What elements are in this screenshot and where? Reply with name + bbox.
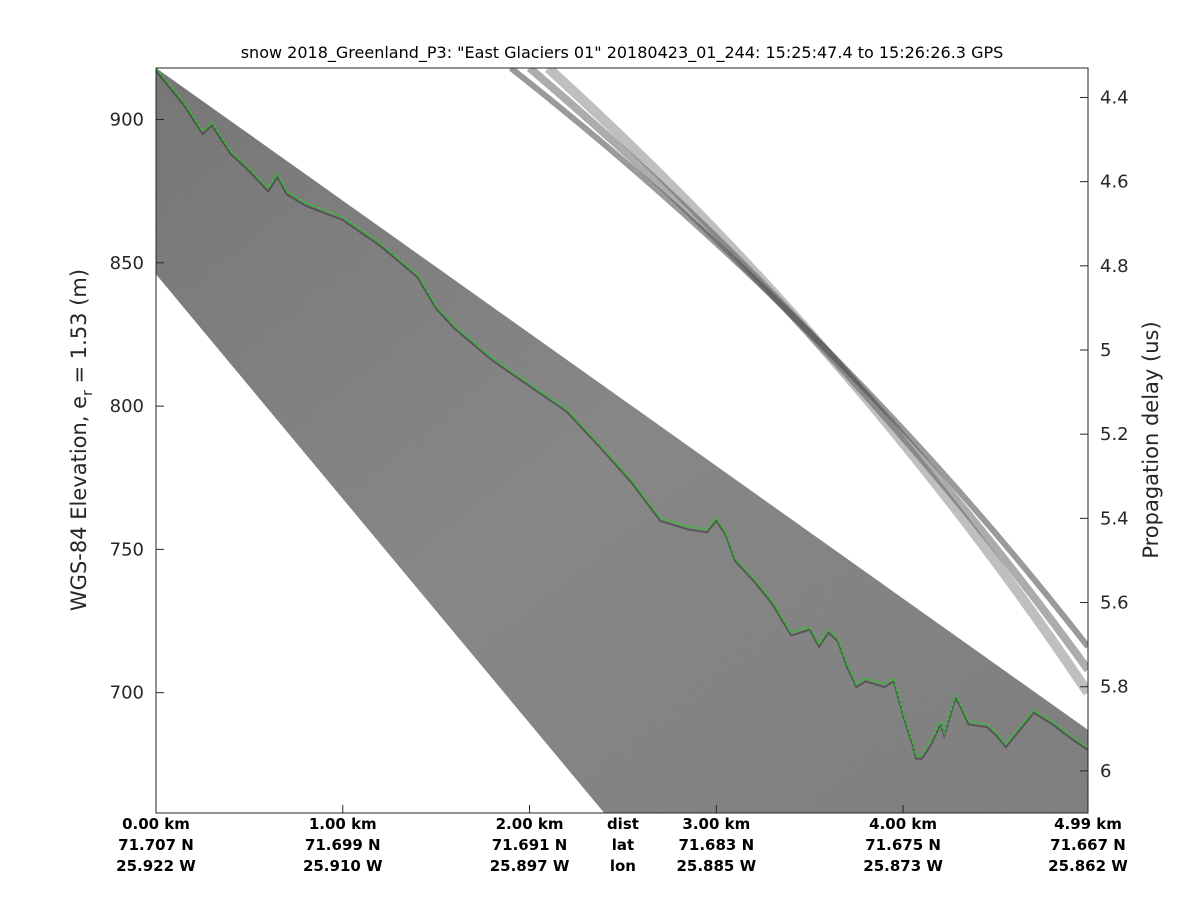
y-right-tick-label: 5.2 (1100, 424, 1129, 445)
y-left-tick-label: 900 (110, 110, 144, 131)
x-dist-label: 4.99 km (1054, 815, 1122, 833)
multiple-reflections (509, 68, 1088, 696)
x-lon-label: 25.910 W (303, 857, 383, 875)
figure-title: snow 2018_Greenland_P3: "East Glaciers 0… (241, 43, 1004, 63)
y-axis-left-label: WGS-84 Elevation, er = 1.53 (m) (67, 269, 96, 611)
y-right-tick-label: 6 (1100, 761, 1111, 782)
y-right-tick-label: 5.8 (1100, 677, 1129, 698)
internal-layer-1 (156, 70, 1088, 760)
x-lat-label: 71.667 N (1050, 836, 1126, 854)
x-dist-label: 0.00 km (122, 815, 190, 833)
y-axis-right-label: Propagation delay (us) (1139, 321, 1163, 558)
plot-frame (155, 67, 1089, 814)
y-right-tick-label: 5.4 (1100, 508, 1129, 529)
y-right-tick-label: 4.4 (1100, 87, 1129, 108)
y-left-tick-label: 700 (110, 683, 144, 704)
multiple-reflection-2 (526, 68, 1088, 673)
y-right-tick-label: 4.8 (1100, 256, 1129, 277)
x-row-label-lat: lat (612, 836, 634, 854)
y-axis-right: 4.4 4.6 4.8 5 5.2 5.4 5.6 5.8 6 (1080, 87, 1129, 782)
plot-area (156, 68, 1088, 813)
internal-layers (156, 70, 1088, 760)
x-lat-label: 71.691 N (492, 836, 568, 854)
y-right-tick-label: 5 (1100, 340, 1111, 361)
x-dist-label: 4.00 km (869, 815, 937, 833)
x-lon-label: 25.885 W (676, 857, 756, 875)
y-right-tick-label: 4.6 (1100, 172, 1129, 193)
x-lat-label: 71.699 N (305, 836, 381, 854)
x-lon-label: 25.922 W (116, 857, 196, 875)
x-row-label-dist: dist (607, 815, 639, 833)
y-left-tick-label: 800 (110, 396, 144, 417)
y-left-tick-label: 850 (110, 253, 144, 274)
x-dist-label: 1.00 km (309, 815, 377, 833)
x-dist-label: 2.00 km (496, 815, 564, 833)
y-axis-left: 700 750 800 850 900 (110, 110, 164, 704)
y-label-subscript: r (80, 390, 96, 396)
x-lon-label: 25.897 W (490, 857, 570, 875)
surface-pick-line (156, 68, 1088, 757)
x-lat-label: 71.683 N (678, 836, 754, 854)
x-dist-label: 3.00 km (682, 815, 750, 833)
y-right-tick-label: 5.6 (1100, 593, 1129, 614)
multiple-reflection-3 (544, 68, 1088, 696)
x-row-label-lon: lon (610, 857, 636, 875)
x-lon-label: 25.873 W (863, 857, 943, 875)
x-lat-label: 71.675 N (865, 836, 941, 854)
y-label-suffix: = 1.53 (m) (67, 269, 91, 390)
x-lon-label: 25.862 W (1048, 857, 1128, 875)
x-lat-label: 71.707 N (118, 836, 194, 854)
multiple-reflection-1 (509, 68, 1088, 649)
x-axis-rows: 0.00 km 71.707 N 25.922 W 1.00 km 71.699 N 25… (116, 805, 1128, 875)
y-left-tick-label: 750 (110, 539, 144, 560)
y-label-prefix: WGS-84 Elevation, e (67, 396, 91, 611)
